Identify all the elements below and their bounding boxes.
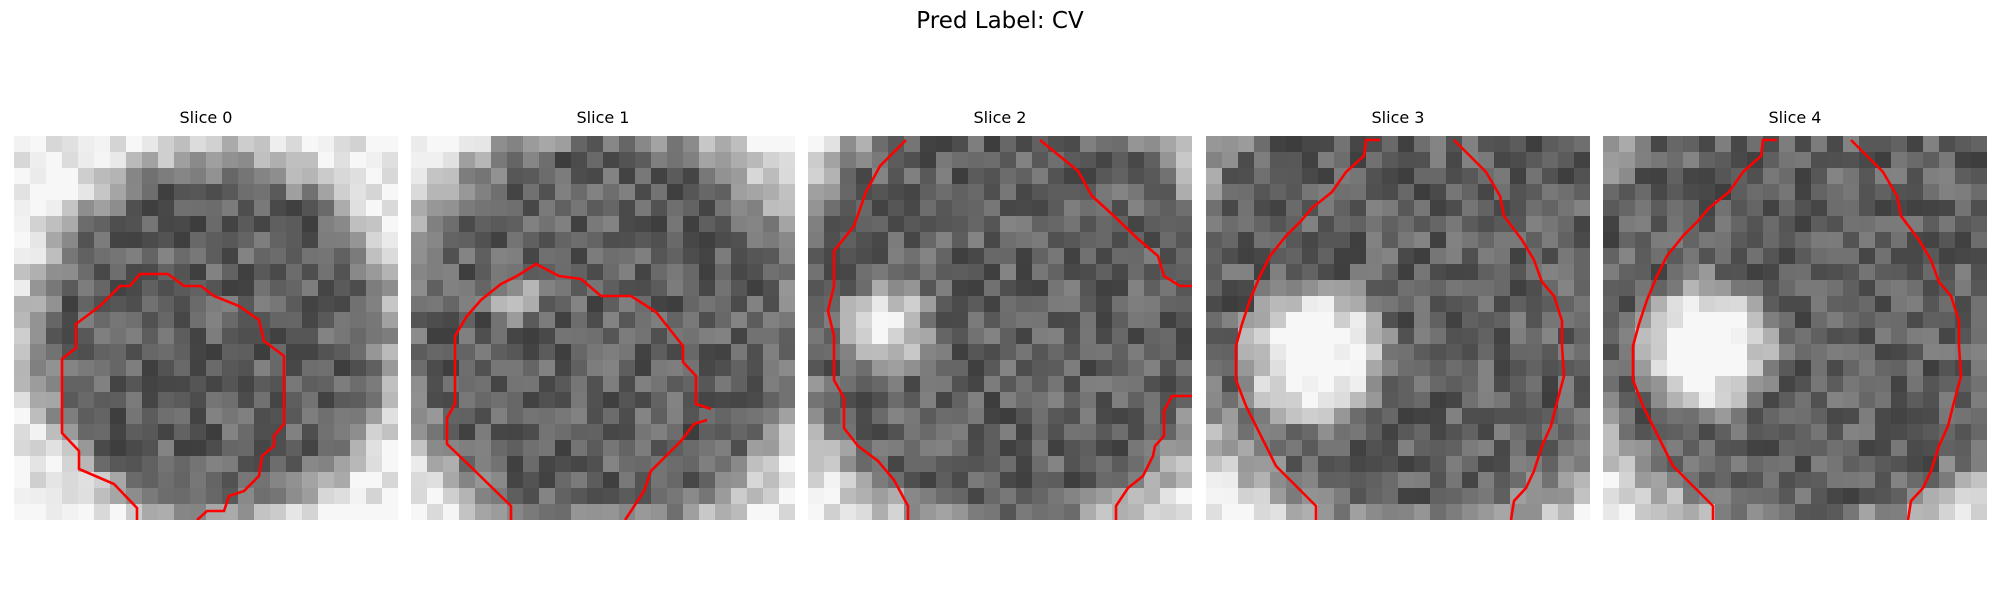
slice-title: Slice 3 [1371, 108, 1425, 127]
segmentation-contour [1850, 139, 1963, 520]
segmentation-contour [826, 139, 910, 520]
slice-pixels [14, 136, 398, 520]
slice-title: Slice 2 [973, 108, 1027, 127]
slice-pixels [411, 136, 795, 520]
segmentation-contour [445, 262, 712, 520]
slice-image [14, 136, 398, 520]
slice-pixels [1206, 136, 1590, 520]
slice-image [1603, 136, 1987, 520]
figure-title: Pred Label: CV [916, 8, 1084, 34]
segmentation-contour [623, 418, 708, 520]
slice-title: Slice 1 [576, 108, 630, 127]
segmentation-contour [1631, 138, 1777, 520]
segmentation-contour [1039, 138, 1192, 288]
slice-image [1206, 136, 1590, 520]
segmentation-contour [1453, 139, 1566, 520]
slice-title: Slice 4 [1768, 108, 1822, 127]
slice-title: Slice 0 [179, 108, 233, 127]
segmentation-contour [1114, 394, 1192, 520]
segmentation-contour [60, 272, 286, 520]
slice-pixels [808, 136, 1192, 520]
slice-image [808, 136, 1192, 520]
slice-pixels [1603, 136, 1987, 520]
slice-image [411, 136, 795, 520]
segmentation-contour [1234, 138, 1380, 520]
